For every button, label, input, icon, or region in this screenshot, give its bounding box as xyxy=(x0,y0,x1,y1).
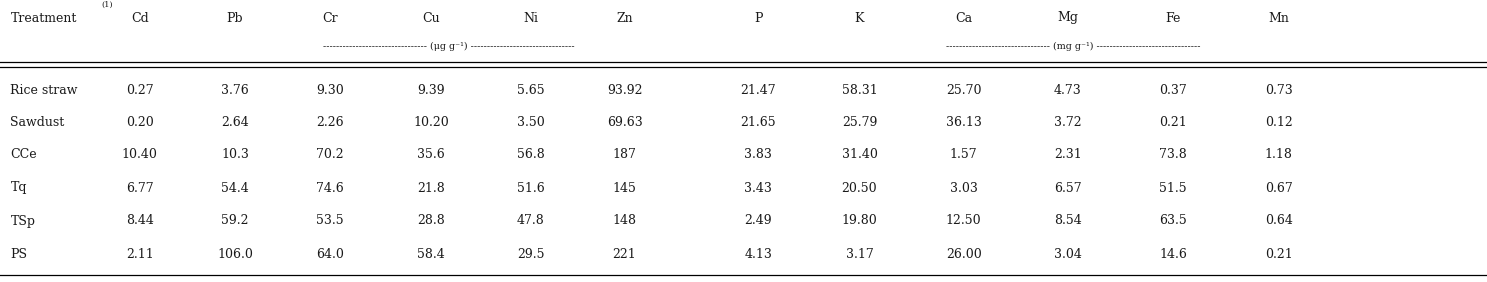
Text: 0.67: 0.67 xyxy=(1265,182,1292,195)
Text: 63.5: 63.5 xyxy=(1160,215,1187,228)
Text: 0.27: 0.27 xyxy=(126,83,153,96)
Text: 2.11: 2.11 xyxy=(126,248,153,261)
Text: 6.77: 6.77 xyxy=(126,182,153,195)
Text: 4.13: 4.13 xyxy=(745,248,772,261)
Text: 2.31: 2.31 xyxy=(1054,149,1081,162)
Text: 0.37: 0.37 xyxy=(1160,83,1187,96)
Text: 21.8: 21.8 xyxy=(418,182,445,195)
Text: Ni: Ni xyxy=(523,12,538,25)
Text: 54.4: 54.4 xyxy=(222,182,248,195)
Text: 14.6: 14.6 xyxy=(1160,248,1187,261)
Text: 3.04: 3.04 xyxy=(1054,248,1081,261)
Text: 19.80: 19.80 xyxy=(842,215,877,228)
Text: -------------------------------- (mg g⁻¹) --------------------------------: -------------------------------- (mg g⁻¹… xyxy=(946,41,1200,50)
Text: 26.00: 26.00 xyxy=(946,248,981,261)
Text: -------------------------------- (μg g⁻¹) --------------------------------: -------------------------------- (μg g⁻¹… xyxy=(323,41,575,50)
Text: 145: 145 xyxy=(613,182,636,195)
Text: 70.2: 70.2 xyxy=(317,149,343,162)
Text: 3.43: 3.43 xyxy=(745,182,772,195)
Text: 0.21: 0.21 xyxy=(1265,248,1292,261)
Text: 12.50: 12.50 xyxy=(946,215,981,228)
Text: 69.63: 69.63 xyxy=(607,116,642,129)
Text: 1.18: 1.18 xyxy=(1265,149,1292,162)
Text: 10.3: 10.3 xyxy=(222,149,248,162)
Text: 0.64: 0.64 xyxy=(1265,215,1292,228)
Text: 35.6: 35.6 xyxy=(418,149,445,162)
Text: 56.8: 56.8 xyxy=(517,149,544,162)
Text: Cu: Cu xyxy=(422,12,440,25)
Text: 21.65: 21.65 xyxy=(741,116,776,129)
Text: (1): (1) xyxy=(101,1,113,9)
Text: 58.4: 58.4 xyxy=(418,248,445,261)
Text: Ca: Ca xyxy=(955,12,972,25)
Text: 3.50: 3.50 xyxy=(517,116,544,129)
Text: 29.5: 29.5 xyxy=(517,248,544,261)
Text: PS: PS xyxy=(10,248,27,261)
Text: 73.8: 73.8 xyxy=(1160,149,1187,162)
Text: 0.12: 0.12 xyxy=(1265,116,1292,129)
Text: Fe: Fe xyxy=(1166,12,1181,25)
Text: Sawdust: Sawdust xyxy=(10,116,64,129)
Text: Cr: Cr xyxy=(323,12,338,25)
Text: 9.30: 9.30 xyxy=(317,83,343,96)
Text: 21.47: 21.47 xyxy=(741,83,776,96)
Text: 148: 148 xyxy=(613,215,636,228)
Text: Mg: Mg xyxy=(1057,12,1078,25)
Text: Rice straw: Rice straw xyxy=(10,83,77,96)
Text: 10.20: 10.20 xyxy=(413,116,449,129)
Text: 187: 187 xyxy=(613,149,636,162)
Text: 221: 221 xyxy=(613,248,636,261)
Text: 5.65: 5.65 xyxy=(517,83,544,96)
Text: 10.40: 10.40 xyxy=(122,149,158,162)
Text: 58.31: 58.31 xyxy=(842,83,877,96)
Text: 28.8: 28.8 xyxy=(418,215,445,228)
Text: 0.73: 0.73 xyxy=(1265,83,1292,96)
Text: 4.73: 4.73 xyxy=(1054,83,1081,96)
Text: 20.50: 20.50 xyxy=(842,182,877,195)
Text: 2.49: 2.49 xyxy=(745,215,772,228)
Text: 47.8: 47.8 xyxy=(517,215,544,228)
Text: 25.79: 25.79 xyxy=(842,116,877,129)
Text: 3.72: 3.72 xyxy=(1054,116,1081,129)
Text: Treatment: Treatment xyxy=(10,12,77,25)
Text: 0.21: 0.21 xyxy=(1160,116,1187,129)
Text: Pb: Pb xyxy=(226,12,244,25)
Text: 3.83: 3.83 xyxy=(745,149,772,162)
Text: P: P xyxy=(754,12,763,25)
Text: 31.40: 31.40 xyxy=(842,149,877,162)
Text: 6.57: 6.57 xyxy=(1054,182,1081,195)
Text: 59.2: 59.2 xyxy=(222,215,248,228)
Text: 36.13: 36.13 xyxy=(946,116,981,129)
Text: K: K xyxy=(855,12,864,25)
Text: Mn: Mn xyxy=(1268,12,1289,25)
Text: 9.39: 9.39 xyxy=(418,83,445,96)
Text: 3.17: 3.17 xyxy=(846,248,873,261)
Text: Tq: Tq xyxy=(10,182,27,195)
Text: Zn: Zn xyxy=(616,12,633,25)
Text: TSp: TSp xyxy=(10,215,36,228)
Text: 64.0: 64.0 xyxy=(317,248,343,261)
Text: 3.03: 3.03 xyxy=(950,182,977,195)
Text: 93.92: 93.92 xyxy=(607,83,642,96)
Text: 0.20: 0.20 xyxy=(126,116,153,129)
Text: 106.0: 106.0 xyxy=(217,248,253,261)
Text: 53.5: 53.5 xyxy=(317,215,343,228)
Text: 51.6: 51.6 xyxy=(517,182,544,195)
Text: 2.64: 2.64 xyxy=(222,116,248,129)
Text: 25.70: 25.70 xyxy=(946,83,981,96)
Text: CCe: CCe xyxy=(10,149,37,162)
Text: 2.26: 2.26 xyxy=(317,116,343,129)
Text: 1.57: 1.57 xyxy=(950,149,977,162)
Text: Cd: Cd xyxy=(131,12,149,25)
Text: 74.6: 74.6 xyxy=(317,182,343,195)
Text: 8.44: 8.44 xyxy=(126,215,153,228)
Text: 3.76: 3.76 xyxy=(222,83,248,96)
Text: 8.54: 8.54 xyxy=(1054,215,1081,228)
Text: 51.5: 51.5 xyxy=(1160,182,1187,195)
